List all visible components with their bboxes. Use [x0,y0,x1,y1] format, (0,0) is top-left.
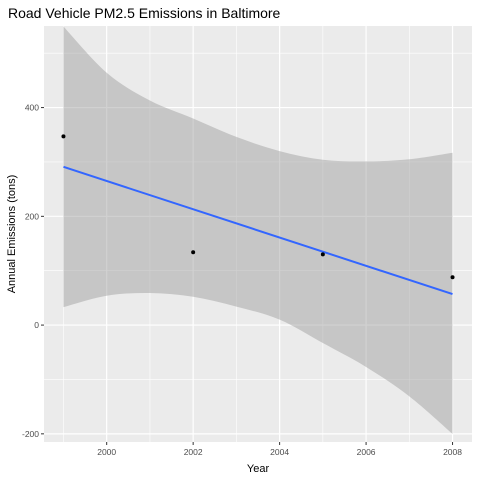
x-axis-title: Year [247,463,270,475]
y-tick-label: 200 [25,211,39,221]
y-tick-label: 400 [25,103,39,113]
data-point [61,134,66,139]
trend-line-layer [63,165,453,296]
x-axis: 2000 2002 2004 2006 2008 [97,442,462,457]
data-points [61,134,455,280]
data-point [450,275,455,280]
x-tick-label: 2000 [97,447,116,457]
y-tick-label: -200 [22,429,39,439]
plot-panel [44,26,472,442]
x-tick-label: 2004 [270,447,289,457]
x-tick-label: 2008 [443,447,462,457]
y-tick-label: 0 [34,320,39,330]
data-point [191,250,196,255]
grid-lines [44,26,472,442]
y-axis-title: Annual Emissions (tons) [6,175,18,294]
chart-title: Road Vehicle PM2.5 Emissions in Baltimor… [8,5,281,21]
y-axis: -200 0 200 400 [22,103,44,439]
x-tick-label: 2006 [357,447,376,457]
trend-line [63,165,453,296]
x-tick-label: 2002 [184,447,203,457]
data-point [320,252,325,257]
